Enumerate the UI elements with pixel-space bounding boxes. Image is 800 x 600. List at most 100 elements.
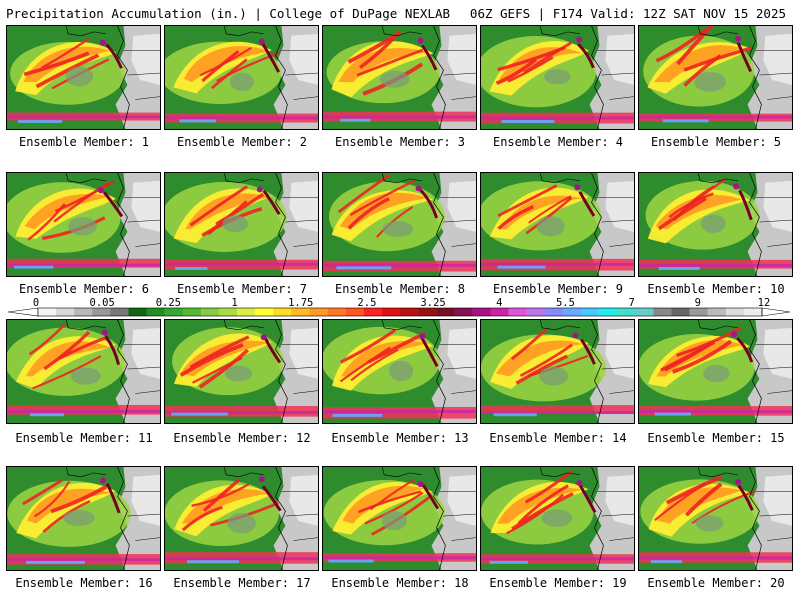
colorbar-swatch bbox=[562, 308, 582, 316]
ensemble-panel-4[interactable] bbox=[480, 25, 635, 130]
colorbar-swatch bbox=[200, 308, 220, 316]
colorbar-swatch bbox=[689, 308, 708, 316]
ensemble-panel-5[interactable] bbox=[638, 25, 793, 130]
precip-map bbox=[481, 26, 634, 129]
colorbar-swatch bbox=[309, 308, 328, 316]
precip-map bbox=[165, 320, 318, 423]
ensemble-member-label-18: Ensemble Member: 18 bbox=[331, 576, 469, 590]
precip-map bbox=[7, 320, 160, 423]
colorbar-swatch bbox=[255, 308, 274, 316]
colorbar-swatch bbox=[617, 308, 636, 316]
ensemble-member-label-14: Ensemble Member: 14 bbox=[489, 431, 627, 445]
ensemble-panel-9[interactable] bbox=[480, 172, 635, 277]
colorbar-swatch bbox=[436, 308, 455, 316]
colorbar-swatch bbox=[146, 308, 165, 316]
precip-map bbox=[481, 320, 634, 423]
precip-map bbox=[165, 467, 318, 570]
colorbar-tick-label: 12 bbox=[757, 297, 771, 309]
ensemble-member-label-4: Ensemble Member: 4 bbox=[492, 135, 624, 149]
ensemble-panel-7[interactable] bbox=[164, 172, 319, 277]
precip-map bbox=[323, 320, 476, 423]
colorbar-swatch bbox=[110, 308, 129, 316]
precip-map bbox=[7, 467, 160, 570]
precip-map bbox=[165, 26, 318, 129]
header-right-title: 06Z GEFS | F174 Valid: 12Z SAT NOV 15 20… bbox=[469, 6, 786, 21]
colorbar-swatch bbox=[725, 308, 745, 316]
ensemble-panel-18[interactable] bbox=[322, 466, 477, 571]
colorbar-tick-label: 7 bbox=[628, 297, 635, 309]
colorbar-tick-label: 3.25 bbox=[420, 297, 446, 309]
colorbar-swatch bbox=[400, 308, 419, 316]
ensemble-panel-1[interactable] bbox=[6, 25, 161, 130]
precip-map bbox=[481, 173, 634, 276]
colorbar-swatch bbox=[273, 308, 292, 316]
ensemble-panel-20[interactable] bbox=[638, 466, 793, 571]
colorbar-swatch bbox=[526, 308, 545, 316]
ensemble-member-label-13: Ensemble Member: 13 bbox=[331, 431, 469, 445]
ensemble-panel-19[interactable] bbox=[480, 466, 635, 571]
colorbar-right-arrow bbox=[761, 307, 791, 317]
colorbar-tick-label: 1 bbox=[231, 297, 238, 309]
precip-map bbox=[481, 467, 634, 570]
precip-map bbox=[639, 26, 792, 129]
ensemble-panel-2[interactable] bbox=[164, 25, 319, 130]
precip-map bbox=[165, 173, 318, 276]
ensemble-panel-6[interactable] bbox=[6, 172, 161, 277]
colorbar-swatch bbox=[671, 308, 690, 316]
ensemble-member-label-8: Ensemble Member: 8 bbox=[334, 282, 466, 296]
colorbar-swatch bbox=[327, 308, 346, 316]
colorbar-swatch bbox=[164, 308, 183, 316]
ensemble-member-label-3: Ensemble Member: 3 bbox=[334, 135, 466, 149]
colorbar-swatch bbox=[490, 308, 509, 316]
precipitation-colorbar bbox=[7, 307, 791, 317]
colorbar-swatch bbox=[472, 308, 491, 316]
colorbar-swatch bbox=[418, 308, 437, 316]
colorbar-swatch bbox=[653, 308, 672, 316]
colorbar-tick-label: 1.75 bbox=[288, 297, 314, 309]
colorbar-swatch bbox=[92, 308, 111, 316]
precip-map bbox=[7, 26, 160, 129]
ensemble-member-label-9: Ensemble Member: 9 bbox=[492, 282, 624, 296]
colorbar-swatch bbox=[74, 308, 93, 316]
ensemble-member-label-7: Ensemble Member: 7 bbox=[176, 282, 308, 296]
colorbar-swatch bbox=[182, 308, 202, 316]
ensemble-member-label-12: Ensemble Member: 12 bbox=[173, 431, 311, 445]
colorbar-swatch bbox=[743, 308, 763, 316]
precip-map bbox=[323, 26, 476, 129]
header-left-title: Precipitation Accumulation (in.) | Colle… bbox=[6, 6, 451, 21]
ensemble-panel-13[interactable] bbox=[322, 319, 477, 424]
colorbar-swatch bbox=[128, 308, 147, 316]
ensemble-panel-16[interactable] bbox=[6, 466, 161, 571]
ensemble-member-label-19: Ensemble Member: 19 bbox=[489, 576, 627, 590]
ensemble-panel-14[interactable] bbox=[480, 319, 635, 424]
colorbar-swatch bbox=[381, 308, 401, 316]
ensemble-panel-12[interactable] bbox=[164, 319, 319, 424]
colorbar-tick-label: 5.5 bbox=[555, 297, 575, 309]
colorbar-swatch bbox=[345, 308, 364, 316]
ensemble-member-label-15: Ensemble Member: 15 bbox=[647, 431, 785, 445]
colorbar-swatch bbox=[291, 308, 310, 316]
precip-map bbox=[323, 173, 476, 276]
ensemble-member-label-1: Ensemble Member: 1 bbox=[18, 135, 150, 149]
ensemble-panel-3[interactable] bbox=[322, 25, 477, 130]
colorbar-tick-label: 2.5 bbox=[357, 297, 377, 309]
ensemble-member-label-10: Ensemble Member: 10 bbox=[647, 282, 785, 296]
colorbar-swatch bbox=[219, 308, 238, 316]
colorbar-swatch bbox=[508, 308, 527, 316]
colorbar-left-arrow bbox=[7, 307, 39, 317]
precip-map bbox=[639, 467, 792, 570]
ensemble-member-label-2: Ensemble Member: 2 bbox=[176, 135, 308, 149]
ensemble-panel-17[interactable] bbox=[164, 466, 319, 571]
colorbar-tick-label: 4 bbox=[496, 297, 503, 309]
ensemble-panel-11[interactable] bbox=[6, 319, 161, 424]
colorbar-swatch bbox=[237, 308, 256, 316]
ensemble-panel-8[interactable] bbox=[322, 172, 477, 277]
colorbar-swatch bbox=[544, 308, 564, 316]
colorbar-swatch bbox=[38, 308, 57, 316]
ensemble-panel-10[interactable] bbox=[638, 172, 793, 277]
precip-map bbox=[639, 320, 792, 423]
ensemble-panel-15[interactable] bbox=[638, 319, 793, 424]
ensemble-member-label-6: Ensemble Member: 6 bbox=[18, 282, 150, 296]
colorbar-tick-label: 0.25 bbox=[155, 297, 182, 309]
colorbar-tick-label: 9 bbox=[694, 297, 701, 309]
